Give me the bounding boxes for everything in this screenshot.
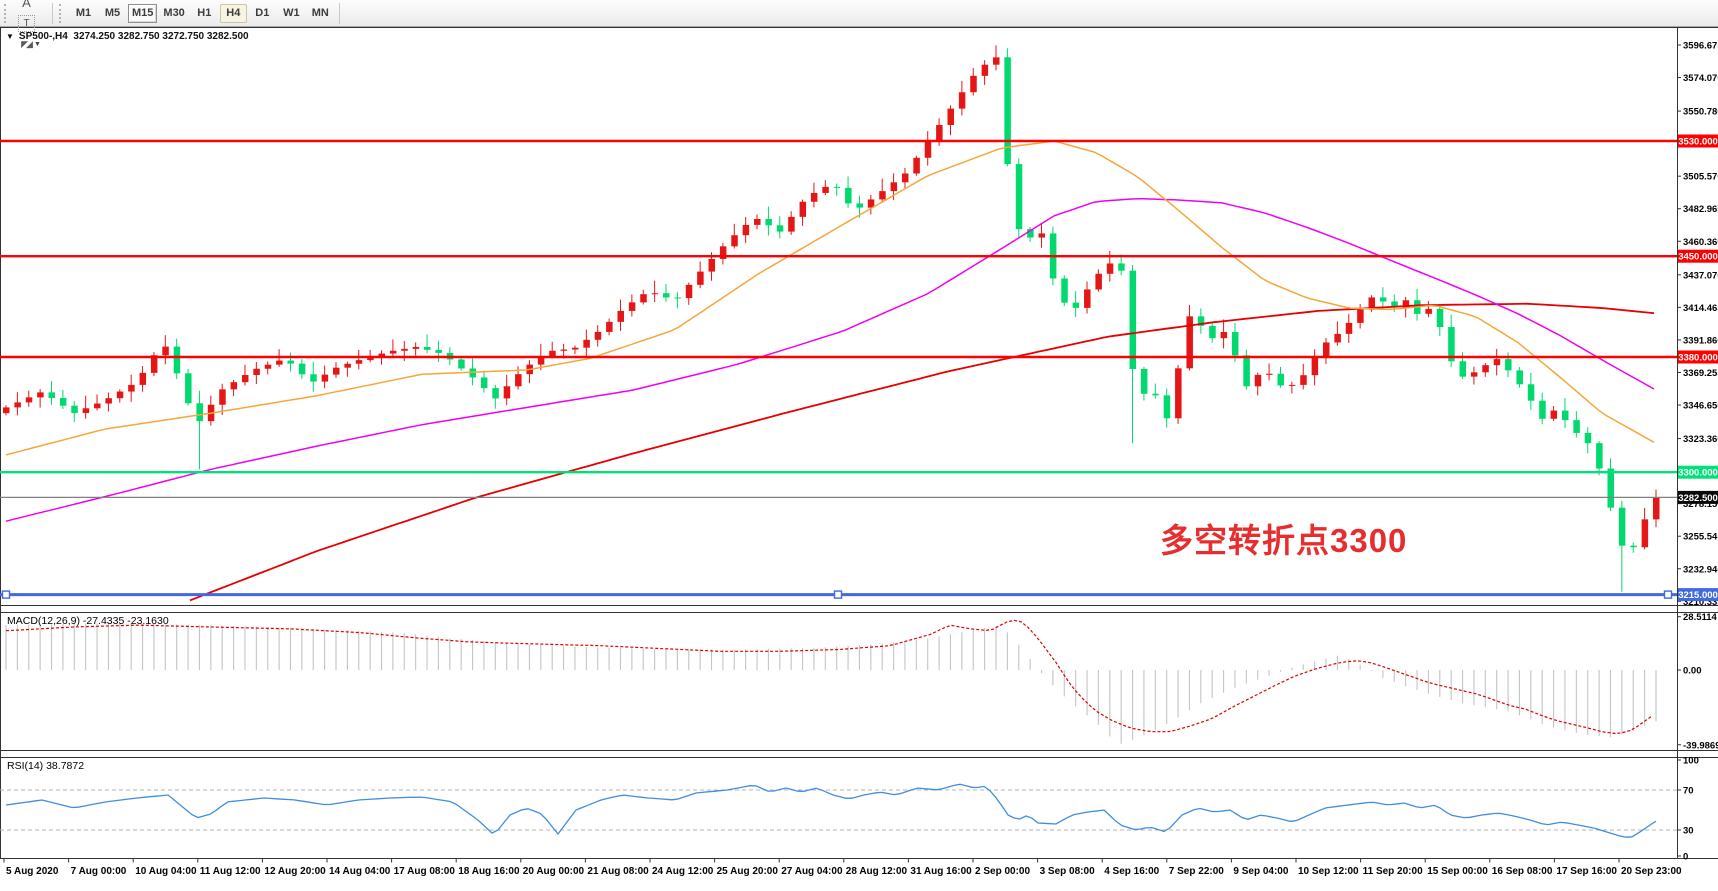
svg-text:9 Sep 04:00: 9 Sep 04:00	[1233, 866, 1288, 877]
svg-text:25 Aug 20:00: 25 Aug 20:00	[717, 866, 779, 877]
svg-text:2 Sep 00:00: 2 Sep 00:00	[975, 866, 1030, 877]
hline-handle[interactable]	[833, 590, 843, 599]
chart-title: ▼ SP500-,H4 3274.250 3282.750 3272.750 32…	[6, 31, 249, 42]
toolbar-grip[interactable]	[4, 3, 9, 23]
svg-text:7 Aug 00:00: 7 Aug 00:00	[71, 866, 127, 877]
rsi-layer	[0, 783, 1677, 838]
timeframe-button-h1[interactable]: H1	[197, 7, 212, 19]
hline-handle[interactable]	[1, 590, 11, 599]
svg-text:3505.570: 3505.570	[1683, 172, 1718, 183]
svg-text:3550.780: 3550.780	[1683, 107, 1718, 118]
svg-text:3215.000: 3215.000	[1678, 590, 1718, 601]
timeframe-button-m1[interactable]: M1	[75, 7, 92, 19]
toolbar-timeframes: M1 M5 M15 M30 H1 H4 D1 W1 MN	[69, 3, 335, 23]
svg-text:15 Sep 00:00: 15 Sep 00:00	[1427, 866, 1488, 877]
svg-text:3414.465: 3414.465	[1683, 303, 1718, 314]
timeframe-button-w1[interactable]: W1	[283, 7, 300, 19]
symbol-period-label: SP500-,H4	[18, 31, 68, 42]
price-axis[interactable]: 3596.675 3574.070 3550.780 3505.570 3482.965…	[1677, 40, 1718, 863]
svg-text:3255.545: 3255.545	[1683, 532, 1718, 543]
svg-text:11 Sep 20:00: 11 Sep 20:00	[1363, 866, 1423, 877]
svg-text:3380.000: 3380.000	[1678, 353, 1718, 364]
svg-text:28 Aug 12:00: 28 Aug 12:00	[846, 866, 908, 877]
macd-layer	[5, 619, 1657, 744]
svg-text:30: 30	[1683, 826, 1694, 837]
svg-text:3232.940: 3232.940	[1683, 564, 1718, 575]
svg-text:100: 100	[1683, 756, 1699, 767]
svg-text:3574.070: 3574.070	[1683, 73, 1718, 84]
svg-text:3482.965: 3482.965	[1683, 204, 1718, 215]
svg-text:17 Sep 16:00: 17 Sep 16:00	[1556, 866, 1617, 877]
svg-text:3460.360: 3460.360	[1683, 237, 1718, 248]
svg-text:3210.335: 3210.335	[1683, 597, 1718, 608]
svg-text:3596.675: 3596.675	[1683, 40, 1718, 51]
rsi-line	[5, 783, 1657, 838]
svg-text:4 Sep 16:00: 4 Sep 16:00	[1104, 866, 1159, 877]
quick-trade-expander-icon[interactable]: ▼	[6, 32, 14, 41]
text-tool-icon[interactable]: A	[22, 0, 31, 10]
svg-text:3450.000: 3450.000	[1678, 252, 1718, 263]
time-axis[interactable]: 5 Aug 2020 7 Aug 00:00 10 Aug 04:00 11 Aug …	[3, 858, 1682, 878]
svg-text:3369.255: 3369.255	[1683, 368, 1718, 379]
timeframe-button-mn[interactable]: MN	[311, 7, 329, 19]
price-badges: 3530.000 3450.000 3380.000 3300.000 3215.000…	[1678, 134, 1718, 602]
svg-text:17 Aug 08:00: 17 Aug 08:00	[394, 866, 456, 877]
svg-text:24 Aug 12:00: 24 Aug 12:00	[652, 866, 714, 877]
toolbar-grip[interactable]	[59, 3, 64, 23]
timeframe-button-m15[interactable]: M15	[128, 3, 158, 23]
svg-text:18 Aug 16:00: 18 Aug 16:00	[458, 866, 520, 877]
ma-fast-orange-line	[5, 140, 1655, 456]
svg-text:21 Aug 08:00: 21 Aug 08:00	[587, 866, 649, 877]
label-tool-icon[interactable]: T	[14, 13, 39, 34]
macd-indicator-label: MACD(12,26,9) -27.4335 -23.1630	[7, 615, 169, 627]
svg-text:3300.000: 3300.000	[1678, 468, 1718, 479]
toolbar-separator	[338, 2, 340, 24]
svg-text:70: 70	[1683, 786, 1694, 797]
svg-text:10 Aug 04:00: 10 Aug 04:00	[135, 866, 197, 877]
svg-text:31 Aug 16:00: 31 Aug 16:00	[910, 866, 972, 877]
rsi-indicator-label: RSI(14) 38.7872	[7, 760, 85, 772]
svg-text:3391.860: 3391.860	[1683, 335, 1718, 346]
toolbar-tools: FAT◤◢▼	[14, 0, 48, 55]
svg-text:-39.9869: -39.9869	[1683, 740, 1718, 751]
ma-slow-red-line	[189, 302, 1655, 602]
ohlc-values: 3274.250 3282.750 3272.750 3282.500	[73, 31, 249, 42]
timeframe-button-m5[interactable]: M5	[104, 7, 121, 19]
svg-text:0: 0	[1683, 852, 1688, 863]
svg-text:12 Aug 20:00: 12 Aug 20:00	[264, 866, 326, 877]
toolbar-separator	[52, 2, 53, 24]
svg-text:28.5114: 28.5114	[1683, 612, 1718, 623]
svg-text:3278.150: 3278.150	[1683, 499, 1718, 510]
svg-text:7 Sep 22:00: 7 Sep 22:00	[1169, 866, 1224, 877]
svg-text:27 Aug 04:00: 27 Aug 04:00	[781, 866, 843, 877]
timeframe-button-h4[interactable]: H4	[219, 3, 247, 23]
svg-text:3323.360: 3323.360	[1683, 434, 1718, 445]
svg-text:14 Aug 04:00: 14 Aug 04:00	[329, 866, 391, 877]
timeframe-button-d1[interactable]: D1	[255, 7, 270, 19]
svg-text:0.00: 0.00	[1683, 666, 1702, 677]
svg-text:20 Aug 00:00: 20 Aug 00:00	[523, 866, 585, 877]
svg-text:10 Sep 12:00: 10 Sep 12:00	[1298, 866, 1359, 877]
chart-text-annotation[interactable]: 多空转折点3300	[1160, 522, 1408, 559]
arrows-tool-icon[interactable]: ◤◢ ▼	[21, 39, 41, 49]
hline-handle[interactable]	[1663, 590, 1673, 599]
svg-text:20 Sep 23:00: 20 Sep 23:00	[1621, 866, 1682, 877]
svg-text:16 Sep 08:00: 16 Sep 08:00	[1492, 866, 1553, 877]
horizontal-lines-layer[interactable]	[0, 139, 1677, 599]
svg-text:11 Aug 12:00: 11 Aug 12:00	[200, 866, 261, 877]
svg-text:3530.000: 3530.000	[1678, 137, 1718, 148]
svg-text:3437.070: 3437.070	[1683, 270, 1718, 281]
svg-text:3346.650: 3346.650	[1683, 401, 1718, 412]
pane-borders	[0, 27, 1718, 859]
svg-text:5 Aug 2020: 5 Aug 2020	[6, 866, 59, 877]
svg-text:3 Sep 08:00: 3 Sep 08:00	[1040, 866, 1095, 877]
svg-text:3282.500: 3282.500	[1678, 493, 1718, 504]
timeframe-button-m30[interactable]: M30	[163, 7, 185, 19]
